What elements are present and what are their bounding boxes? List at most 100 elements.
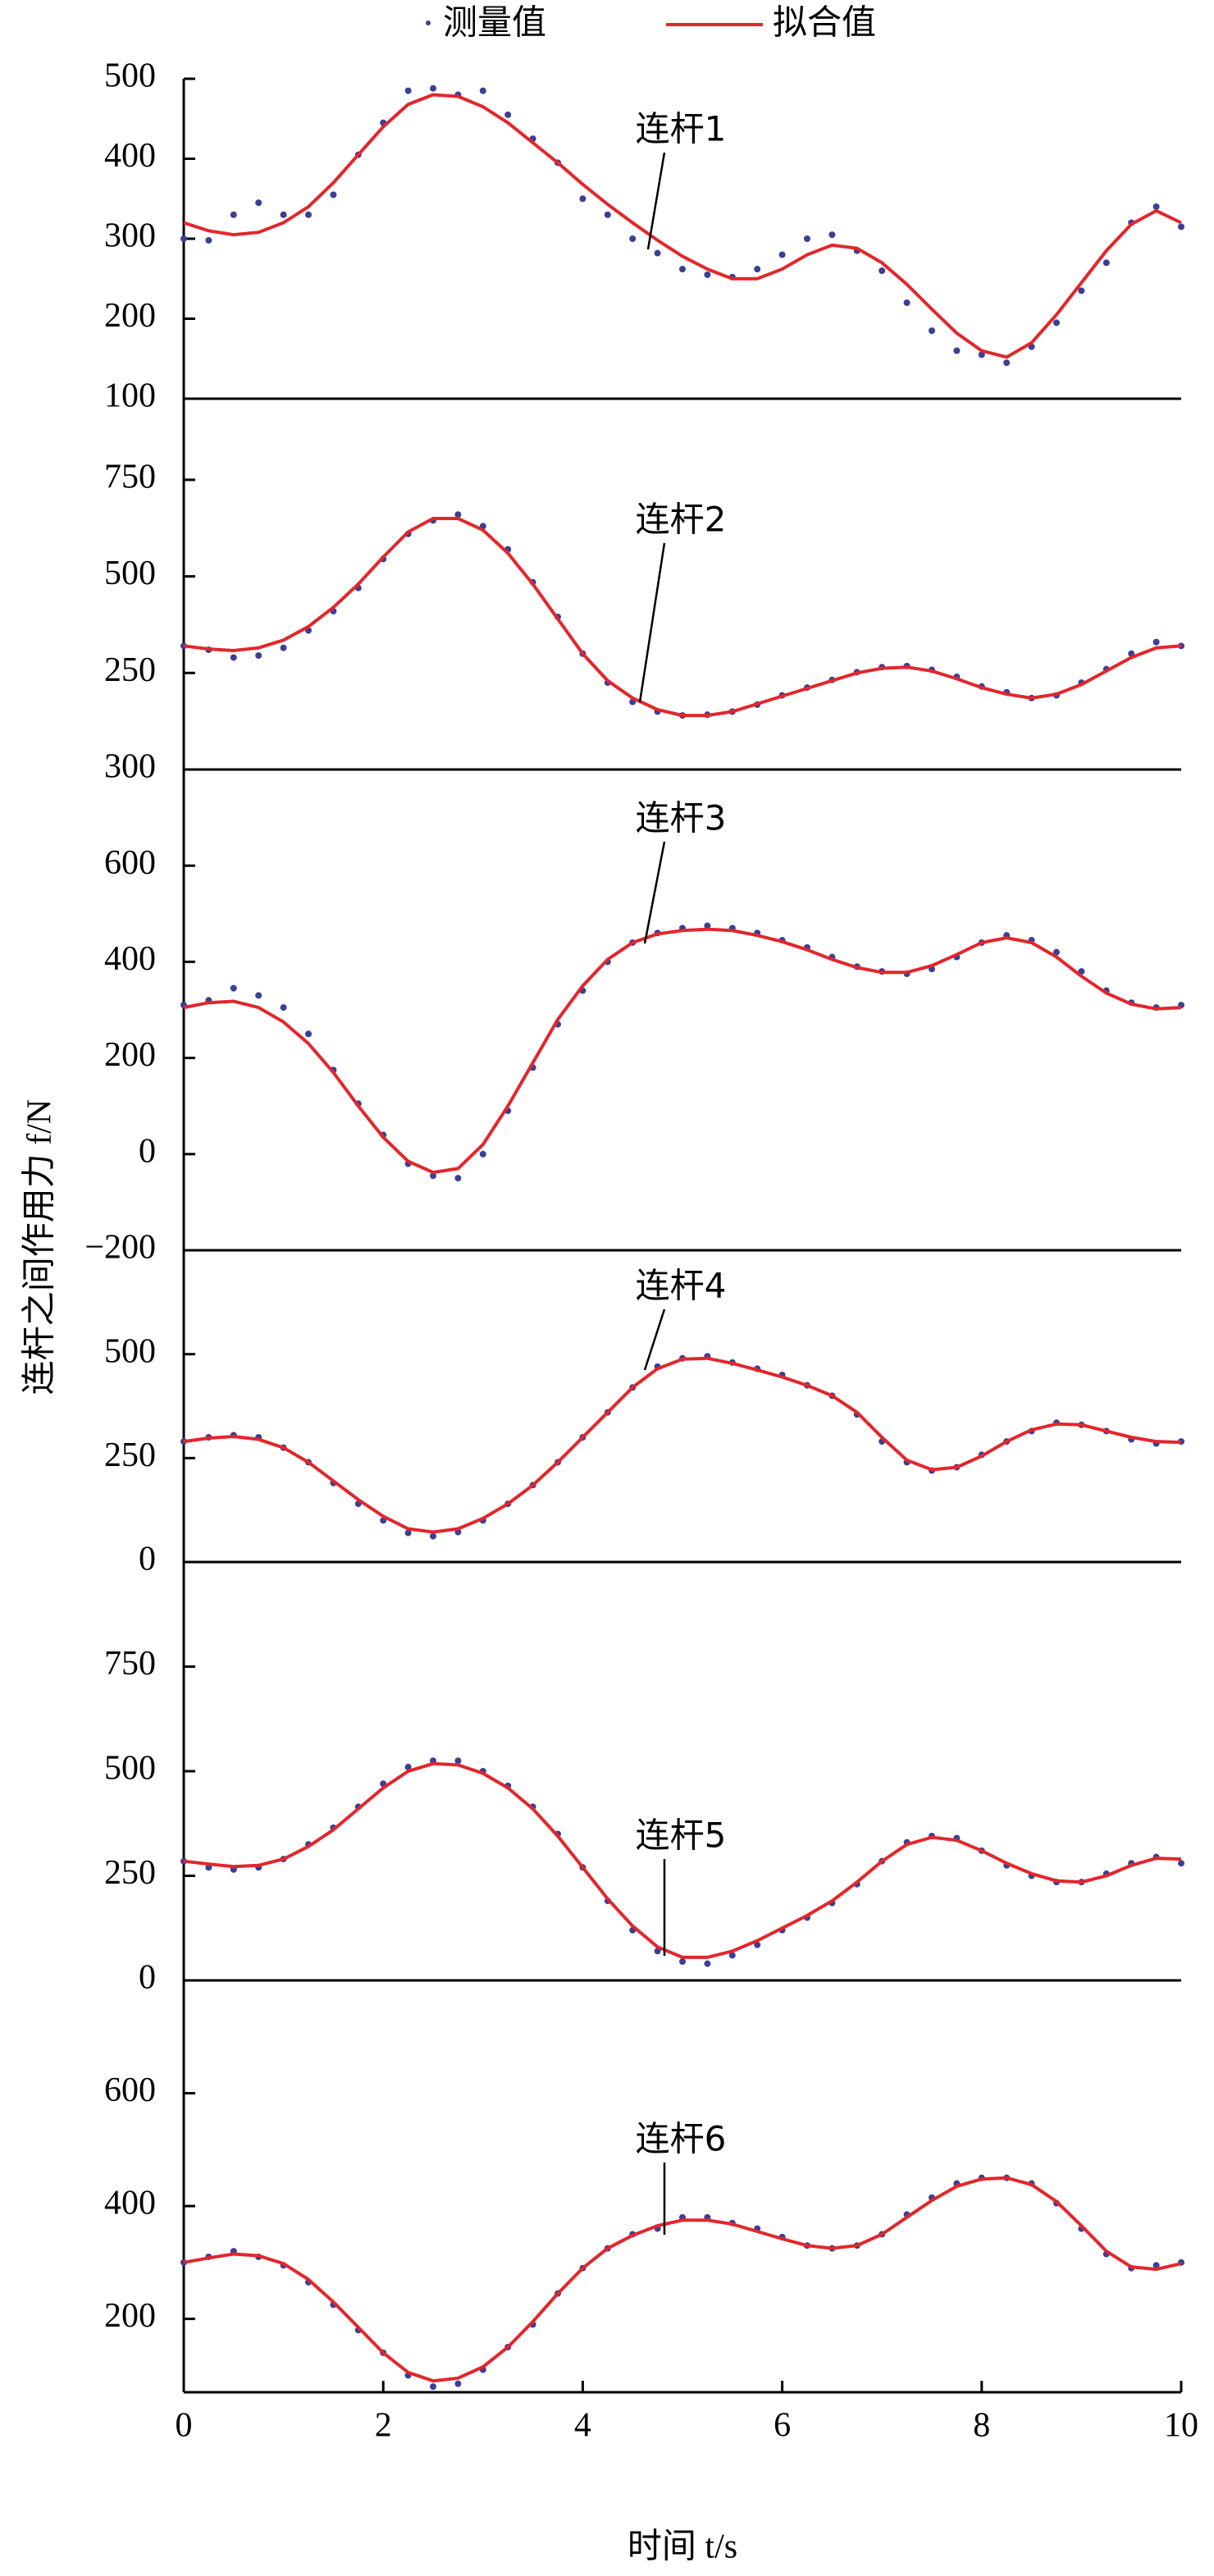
fit-line xyxy=(183,1761,1182,1959)
measured-point xyxy=(454,511,462,518)
measured-point xyxy=(454,1175,462,1182)
measured-point xyxy=(1102,259,1110,267)
measured-point xyxy=(230,211,237,218)
measured-point xyxy=(280,211,287,218)
measured-point xyxy=(1003,359,1011,367)
y-tick-label: 0 xyxy=(139,1132,156,1170)
y-tick-label: 200 xyxy=(104,2297,156,2335)
measured-point xyxy=(1053,319,1060,327)
measured-point xyxy=(230,984,237,992)
measured-point xyxy=(1152,2262,1160,2269)
measured-point xyxy=(1078,287,1085,295)
fit-line xyxy=(183,927,1182,1175)
measured-point xyxy=(430,2383,436,2391)
y-tick-label: 0 xyxy=(139,1959,156,1997)
fit-line xyxy=(183,2176,1182,2383)
annotation: 连杆4 xyxy=(636,1266,727,1306)
measured-point xyxy=(679,266,686,273)
y-tick-label: 250 xyxy=(104,651,156,689)
annotation-leader xyxy=(638,542,666,703)
measured-point xyxy=(704,271,711,278)
y-tick-label: 250 xyxy=(104,1854,156,1892)
x-axis-label: 时间 t/s xyxy=(628,2528,737,2566)
y-tick-label: 400 xyxy=(104,940,156,978)
measured-point xyxy=(305,211,312,218)
measured-point xyxy=(305,1030,312,1038)
y-tick-label: 250 xyxy=(104,1436,156,1474)
measured-point xyxy=(704,1960,711,1967)
legend-label: 测量值 xyxy=(443,2,546,43)
measured-point xyxy=(728,1952,736,1959)
y-axis-label: 连杆之间作用力 f/N xyxy=(21,1099,59,1395)
measured-point xyxy=(704,922,711,929)
measured-point xyxy=(430,84,436,92)
measured-point xyxy=(479,87,486,94)
measured-point xyxy=(454,2380,462,2387)
x-tick-label: 6 xyxy=(774,2407,791,2445)
annotation: 连杆5 xyxy=(636,1816,727,1856)
fit-line xyxy=(183,1356,1182,1534)
measured-point xyxy=(654,249,661,257)
y-tick-label: 500 xyxy=(104,57,156,95)
measured-point xyxy=(1053,948,1060,956)
x-tick-label: 10 xyxy=(1164,2407,1198,2445)
measured-point xyxy=(330,191,337,199)
y-tick-label: 0 xyxy=(139,1541,156,1578)
measured-point xyxy=(1152,638,1160,646)
measured-point xyxy=(479,1150,486,1158)
measured-point xyxy=(804,235,810,242)
y-tick-label: 200 xyxy=(104,1036,156,1074)
x-tick-label: 8 xyxy=(973,2407,990,2445)
measured-point xyxy=(230,654,237,661)
measured-point xyxy=(604,211,611,218)
y-tick-label: 500 xyxy=(104,1750,156,1788)
measured-point xyxy=(978,351,985,359)
measured-point xyxy=(255,652,262,660)
y-tick-label: 600 xyxy=(104,2071,156,2109)
annotation-leader xyxy=(643,1309,666,1371)
annotation: 连杆1 xyxy=(636,109,727,149)
measured-point xyxy=(1152,203,1160,210)
x-tick-label: 0 xyxy=(176,2407,193,2445)
y-tick-label: 600 xyxy=(104,844,156,882)
measured-point xyxy=(1178,1860,1184,1867)
fit-line xyxy=(183,93,1182,359)
annotation-leader xyxy=(646,152,666,250)
annotation: 连杆6 xyxy=(636,2119,727,2159)
x-tick-label: 4 xyxy=(574,2407,591,2445)
y-tick-label: 300 xyxy=(104,217,156,255)
y-tick-label: 300 xyxy=(104,748,156,786)
y-tick-label: 500 xyxy=(104,555,156,592)
measured-point xyxy=(404,1529,412,1537)
measured-point xyxy=(754,1941,761,1948)
y-tick-label: 400 xyxy=(104,137,156,175)
measured-point xyxy=(679,1958,686,1966)
measured-point xyxy=(280,1004,287,1012)
y-tick-label: 750 xyxy=(104,1645,156,1683)
y-tick-label: 200 xyxy=(104,297,156,335)
measured-point xyxy=(504,111,512,118)
y-tick-label: 500 xyxy=(104,1332,156,1370)
measured-point xyxy=(929,327,935,335)
fit-line xyxy=(183,517,1182,718)
measured-point xyxy=(430,1172,436,1180)
measured-point xyxy=(879,267,886,274)
measured-point xyxy=(280,644,287,651)
measured-point xyxy=(828,231,836,239)
measured-point xyxy=(629,235,637,242)
y-tick-label: 100 xyxy=(104,377,156,415)
measured-point xyxy=(953,347,961,354)
measured-point xyxy=(778,251,786,258)
measured-point xyxy=(654,1948,661,1955)
measured-point xyxy=(255,992,262,999)
y-tick-label: 400 xyxy=(104,2185,156,2222)
y-tick-label: −200 xyxy=(84,1229,156,1267)
measured-point xyxy=(404,87,412,94)
measured-point xyxy=(255,199,262,207)
measured-point xyxy=(404,1763,412,1770)
measured-point xyxy=(180,235,187,242)
measured-point xyxy=(430,1532,436,1540)
measured-point xyxy=(754,266,761,273)
annotation: 连杆2 xyxy=(636,500,727,540)
